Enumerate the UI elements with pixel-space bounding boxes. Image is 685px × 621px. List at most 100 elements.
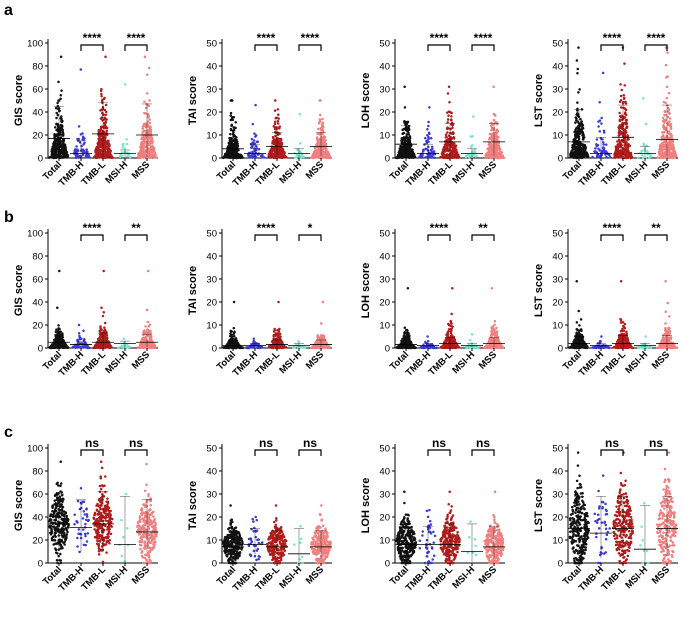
- data-point: [227, 153, 230, 156]
- data-point: [322, 141, 325, 144]
- data-point: [143, 150, 147, 154]
- data-point: [100, 142, 103, 146]
- data-point: [624, 123, 628, 126]
- data-point: [232, 326, 236, 330]
- data-point: [489, 124, 493, 127]
- data-point: [580, 155, 584, 158]
- data-point: [118, 155, 122, 158]
- x-tick-label: TMB-L: [599, 159, 628, 188]
- points-msi-h: [464, 115, 478, 159]
- data-point: [627, 142, 630, 146]
- points-total: [395, 85, 417, 160]
- data-point: [451, 124, 454, 127]
- data-point: [318, 113, 322, 117]
- data-point: [494, 114, 497, 117]
- data-point: [139, 146, 143, 150]
- points-total: [48, 55, 70, 160]
- data-point: [138, 343, 142, 346]
- data-point: [56, 127, 60, 130]
- data-point: [59, 97, 62, 100]
- data-point: [664, 63, 668, 67]
- data-point: [147, 143, 151, 146]
- data-point: [108, 346, 111, 349]
- data-point: [232, 333, 235, 336]
- data-point: [580, 124, 583, 127]
- data-point: [494, 121, 497, 124]
- data-point: [125, 142, 129, 146]
- data-point: [77, 125, 81, 128]
- data-point: [275, 126, 279, 129]
- significance-bracket: [254, 44, 278, 51]
- data-point: [605, 155, 608, 159]
- data-point: [58, 269, 61, 273]
- data-point: [270, 147, 273, 151]
- data-point: [55, 145, 58, 149]
- data-point: [429, 137, 433, 140]
- data-point: [62, 145, 65, 148]
- data-point: [60, 115, 63, 118]
- data-point: [602, 129, 606, 132]
- data-point: [428, 106, 431, 109]
- data-point: [276, 155, 279, 159]
- panel-label-a: a: [4, 2, 13, 19]
- data-point: [59, 55, 63, 59]
- data-point: [595, 143, 598, 146]
- data-point: [668, 132, 671, 136]
- data-point: [229, 143, 233, 147]
- y-tick-label: 30: [379, 84, 390, 95]
- data-point: [597, 120, 600, 123]
- data-point: [233, 126, 236, 130]
- data-point: [625, 141, 628, 144]
- data-point: [426, 127, 429, 131]
- data-point: [490, 150, 494, 154]
- data-point: [105, 140, 109, 144]
- data-point: [446, 92, 450, 95]
- data-point: [578, 88, 581, 91]
- x-tick-label: TMB-H: [404, 159, 434, 189]
- points-tmb-l: [267, 300, 288, 350]
- data-point: [104, 110, 108, 114]
- data-point: [103, 108, 107, 112]
- data-point: [103, 326, 106, 329]
- significance-label: ****: [83, 221, 102, 235]
- data-point: [257, 148, 261, 151]
- data-point: [57, 327, 60, 330]
- data-point: [671, 143, 675, 147]
- data-point: [237, 156, 240, 159]
- data-point: [486, 155, 489, 159]
- data-point: [234, 121, 237, 124]
- data-point: [271, 135, 275, 139]
- significance-label: ****: [257, 31, 276, 45]
- data-point: [101, 129, 104, 133]
- data-point: [664, 156, 667, 159]
- data-point: [572, 138, 576, 141]
- data-point: [258, 346, 261, 350]
- y-tick-label: 60: [32, 274, 43, 285]
- data-point: [580, 130, 584, 133]
- data-point: [663, 140, 667, 144]
- data-point: [674, 153, 677, 156]
- data-point: [61, 133, 64, 137]
- data-point: [143, 111, 146, 115]
- data-point: [104, 136, 107, 139]
- y-axis-label: GIS score: [13, 265, 25, 316]
- data-point: [489, 153, 492, 157]
- y-axis-label: TAI score: [187, 266, 199, 315]
- data-point: [667, 148, 671, 151]
- data-point: [657, 151, 661, 154]
- data-point: [623, 112, 627, 116]
- data-point: [55, 111, 58, 115]
- data-point: [226, 346, 229, 349]
- points-tmb-h: [418, 106, 437, 159]
- data-point: [608, 153, 611, 157]
- data-point: [147, 325, 151, 328]
- data-point: [100, 116, 104, 119]
- data-point: [586, 154, 589, 158]
- data-point: [618, 100, 622, 104]
- data-point: [495, 150, 499, 154]
- data-point: [140, 137, 144, 140]
- data-point: [230, 137, 233, 141]
- data-point: [602, 143, 605, 146]
- data-point: [141, 343, 145, 346]
